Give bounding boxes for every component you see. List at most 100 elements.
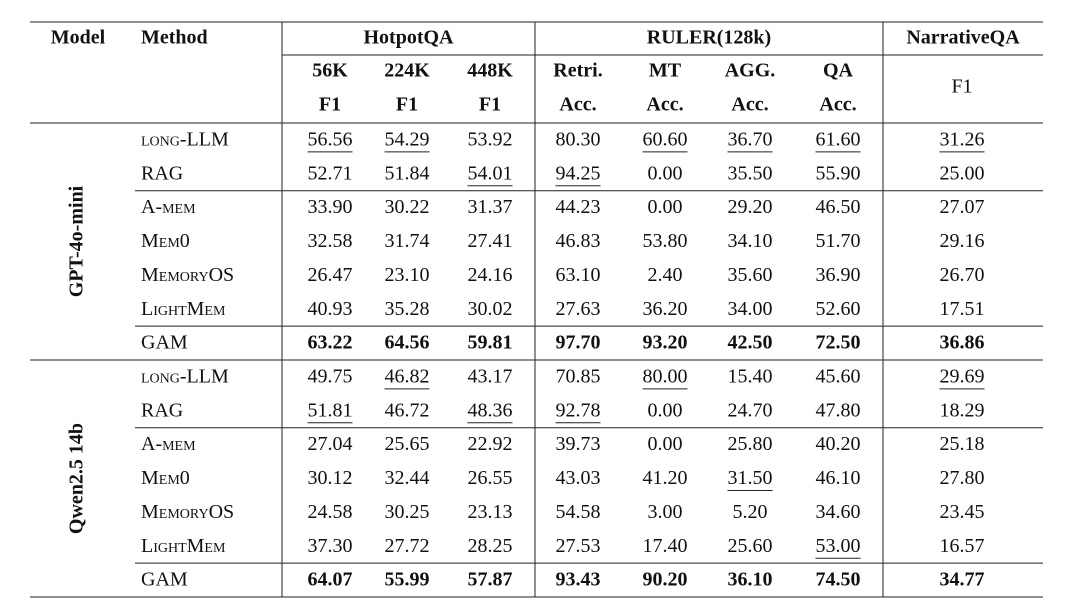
cell: 23.45 [940, 501, 985, 523]
cell: 51.81 [308, 399, 353, 421]
method: long-LLM [141, 366, 229, 388]
cell: 35.60 [728, 264, 773, 286]
cell: 63.10 [556, 264, 601, 286]
cell: 0.00 [648, 399, 683, 421]
cell: 30.12 [308, 467, 353, 489]
cell: 31.50 [728, 467, 773, 489]
cell: 61.60 [816, 129, 861, 151]
method: Mem0 [141, 230, 190, 252]
cell: 30.02 [468, 298, 513, 320]
header-sub: QA [823, 60, 854, 82]
cell: 17.51 [940, 298, 985, 320]
cell: 42.50 [728, 332, 773, 354]
cell: 29.20 [728, 196, 773, 218]
header-sub: 56K [312, 60, 348, 82]
cell: 36.20 [643, 298, 688, 320]
cell: 29.16 [940, 230, 985, 252]
header-sub: AGG. [725, 60, 776, 82]
cell: 92.78 [556, 399, 601, 421]
cell: 23.10 [385, 264, 430, 286]
cell: 27.63 [556, 298, 601, 320]
header-sub: F1 [951, 76, 972, 98]
cell: 54.01 [468, 162, 513, 184]
cell: 27.04 [308, 433, 353, 455]
method: A-mem [141, 433, 196, 455]
header-method: Method [141, 27, 208, 49]
header-sub: F1 [479, 94, 501, 116]
cell: 53.80 [643, 230, 688, 252]
cell: 53.92 [468, 129, 513, 151]
cell: 26.70 [940, 264, 985, 286]
cell: 52.60 [816, 298, 861, 320]
cell: 49.75 [308, 366, 353, 388]
method: GAM [141, 569, 188, 591]
cell: 40.93 [308, 298, 353, 320]
method: GAM [141, 332, 188, 354]
cell: 45.60 [816, 366, 861, 388]
cell: 70.85 [556, 366, 601, 388]
cell: 0.00 [648, 196, 683, 218]
cell: 25.00 [940, 162, 985, 184]
cell: 40.20 [816, 433, 861, 455]
header-sub: 224K [384, 60, 430, 82]
method: LightMem [141, 298, 226, 320]
cell: 36.10 [728, 569, 773, 591]
cell: 25.80 [728, 433, 773, 455]
cell: 27.41 [468, 230, 513, 252]
cell: 51.84 [385, 162, 430, 184]
header-sub: MT [649, 60, 682, 82]
cell: 24.58 [308, 501, 353, 523]
cell: 36.86 [940, 332, 985, 354]
cell: 54.29 [385, 129, 430, 151]
cell: 28.25 [468, 535, 513, 557]
cell: 46.50 [816, 196, 861, 218]
cell: 16.57 [940, 535, 985, 557]
cell: 63.22 [308, 332, 353, 354]
cell: 47.80 [816, 399, 861, 421]
cell: 22.92 [468, 433, 513, 455]
header-sub: Acc. [646, 94, 683, 116]
cell: 80.00 [643, 366, 688, 388]
cell: 43.17 [468, 366, 513, 388]
header-sub: F1 [319, 94, 341, 116]
cell: 31.74 [385, 230, 430, 252]
cell: 34.10 [728, 230, 773, 252]
cell: 29.69 [940, 366, 985, 388]
cell: 30.22 [385, 196, 430, 218]
method: long-LLM [141, 129, 229, 151]
cell: 25.18 [940, 433, 985, 455]
cell: 36.90 [816, 264, 861, 286]
cell: 97.70 [556, 332, 601, 354]
cell: 51.70 [816, 230, 861, 252]
cell: 93.43 [556, 569, 601, 591]
cell: 64.56 [385, 332, 430, 354]
header-sub: Acc. [559, 94, 596, 116]
cell: 90.20 [643, 569, 688, 591]
cell: 25.65 [385, 433, 430, 455]
cell: 32.58 [308, 230, 353, 252]
method: MemoryOS [141, 501, 234, 523]
cell: 5.20 [733, 501, 768, 523]
header-sub: Acc. [731, 94, 768, 116]
cell: 74.50 [816, 569, 861, 591]
cell: 30.25 [385, 501, 430, 523]
cell: 52.71 [308, 162, 353, 184]
cell: 23.13 [468, 501, 513, 523]
cell: 27.80 [940, 467, 985, 489]
cell: 43.03 [556, 467, 601, 489]
cell: 55.90 [816, 162, 861, 184]
cell: 46.83 [556, 230, 601, 252]
cell: 26.47 [308, 264, 353, 286]
cell: 0.00 [648, 162, 683, 184]
cell: 46.72 [385, 399, 430, 421]
cell: 41.20 [643, 467, 688, 489]
method: Mem0 [141, 467, 190, 489]
cell: 53.00 [816, 535, 861, 557]
cell: 34.77 [940, 569, 985, 591]
header-sub: F1 [396, 94, 418, 116]
cell: 39.73 [556, 433, 601, 455]
cell: 0.00 [648, 433, 683, 455]
method: LightMem [141, 535, 226, 557]
model-label: GPT-4o-mini [66, 185, 88, 297]
